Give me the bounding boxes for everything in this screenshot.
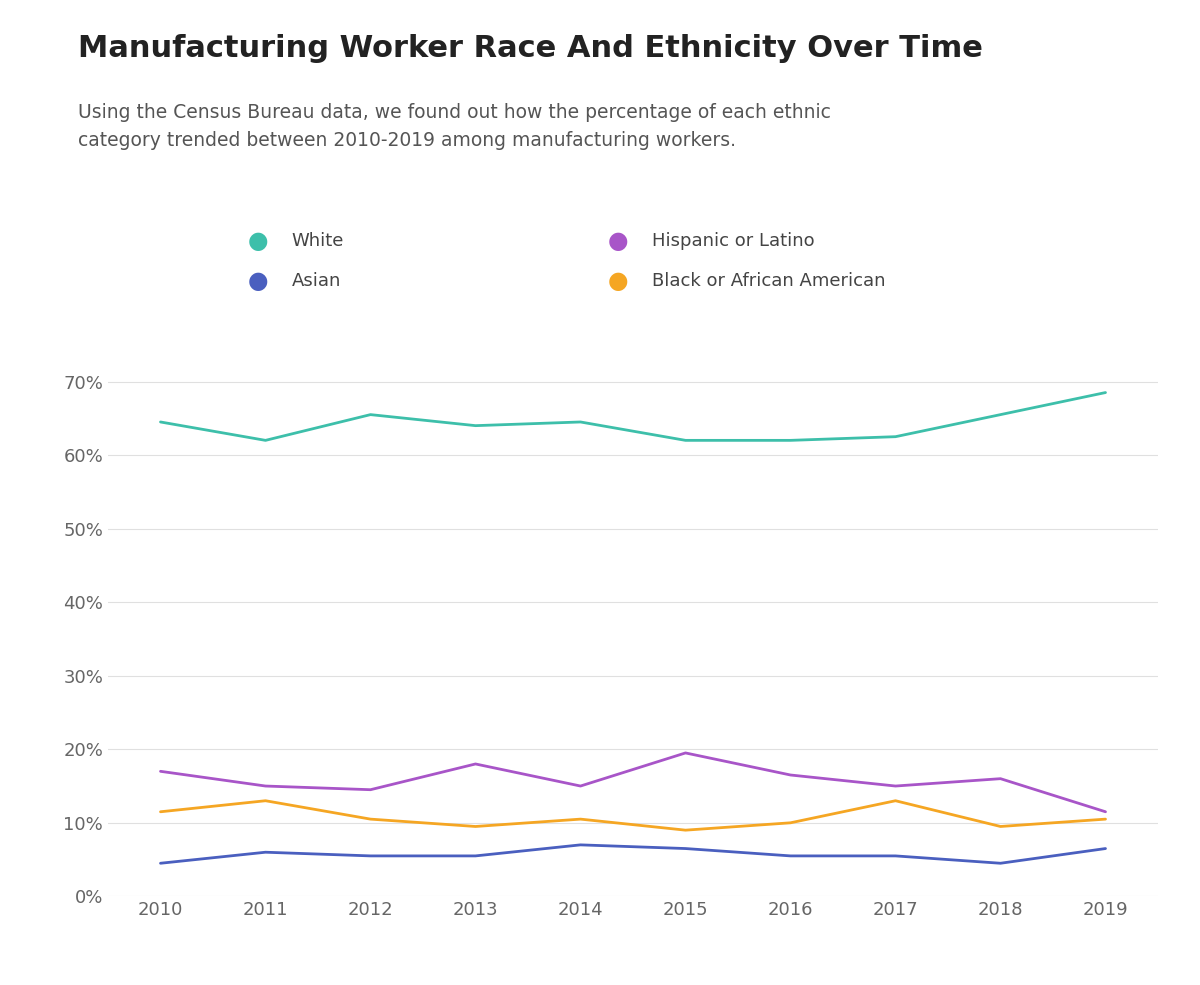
Text: Using the Census Bureau data, we found out how the percentage of each ethnic
cat: Using the Census Bureau data, we found o… <box>78 103 830 151</box>
Text: Asian: Asian <box>292 272 341 290</box>
Text: ●: ● <box>247 230 269 253</box>
Text: Hispanic or Latino: Hispanic or Latino <box>652 232 815 250</box>
Text: Black or African American: Black or African American <box>652 272 886 290</box>
Text: ●: ● <box>607 230 629 253</box>
Text: Manufacturing Worker Race And Ethnicity Over Time: Manufacturing Worker Race And Ethnicity … <box>78 34 983 63</box>
Text: White: White <box>292 232 344 250</box>
Text: ●: ● <box>607 269 629 293</box>
Text: ●: ● <box>247 269 269 293</box>
